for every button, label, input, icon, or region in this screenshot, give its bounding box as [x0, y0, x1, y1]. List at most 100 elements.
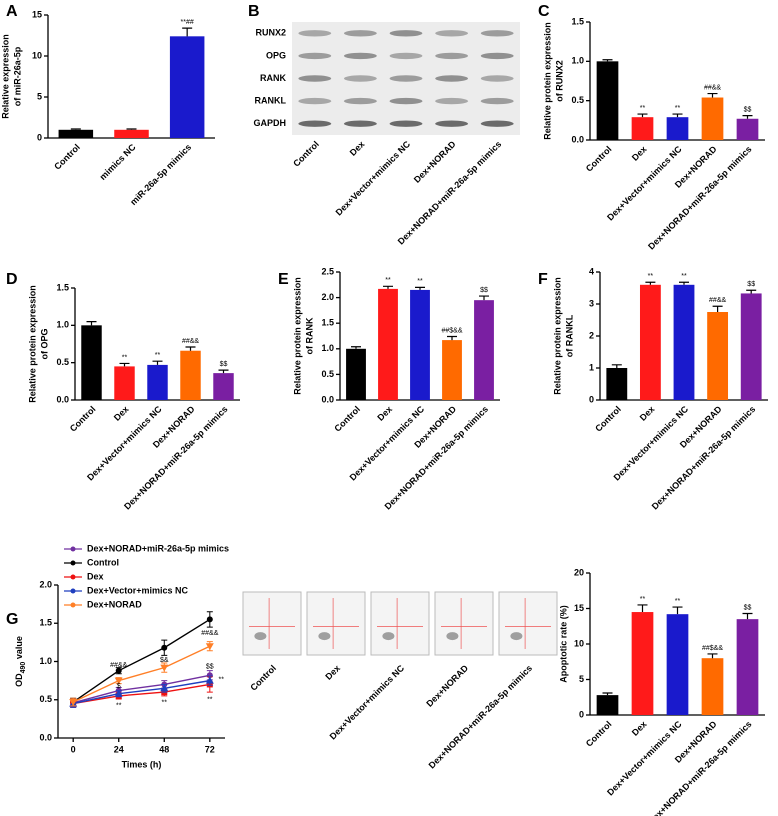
- panel-letter: E: [278, 271, 289, 288]
- cell-cluster: [510, 632, 523, 641]
- x-tick-label: miR-26a-5p mimics: [128, 142, 193, 207]
- y-tick-label: 2.0: [39, 579, 52, 589]
- annotation: $&: [160, 657, 169, 664]
- y-tick-label: 1.5: [571, 16, 584, 26]
- error-bar: [746, 289, 757, 294]
- row-label: RANKL: [255, 95, 287, 105]
- y-tick-label: 0.5: [56, 357, 69, 367]
- bar: [81, 325, 102, 400]
- y-tick-label: 0.0: [56, 394, 69, 404]
- y-axis-label: Relative protein expression: [552, 277, 562, 395]
- band: [389, 30, 423, 37]
- bar: [474, 300, 494, 400]
- band: [343, 75, 377, 82]
- marker: [160, 684, 169, 692]
- bar: [596, 695, 619, 715]
- annotation: $$: [747, 281, 755, 288]
- legend-label: Dex+NORAD+miR-26a-5p mimics: [87, 543, 229, 553]
- y-tick-label: 0.5: [321, 369, 334, 379]
- bar: [58, 129, 94, 138]
- annotation: **: [675, 105, 681, 112]
- legend-marker: [70, 546, 76, 552]
- band: [298, 75, 332, 82]
- series-line: [73, 674, 210, 704]
- annotation: $: [117, 683, 121, 690]
- error-bar: [742, 115, 753, 119]
- error-bar: [602, 59, 613, 62]
- band: [298, 97, 332, 105]
- x-tick-label: Dex+NORAD: [412, 139, 458, 185]
- legend-label: Control: [87, 557, 119, 567]
- band: [480, 75, 514, 82]
- row-label: RUNX2: [255, 28, 286, 38]
- y-axis-label: of RUNX2: [554, 60, 564, 102]
- bar: [378, 288, 398, 400]
- x-tick-label: Dex: [112, 404, 131, 423]
- error-bar: [479, 295, 489, 301]
- y-tick-label: 4: [589, 266, 594, 276]
- band: [343, 30, 377, 37]
- cell-cluster: [318, 632, 331, 641]
- annotation: $$: [480, 287, 488, 294]
- x-tick-label: Control: [584, 144, 614, 174]
- y-tick-label: 0: [579, 709, 584, 719]
- y-tick-label: 20: [574, 567, 584, 577]
- error-bar: [712, 305, 723, 312]
- annotation: ##&&: [704, 84, 721, 91]
- error-bar: [602, 692, 613, 696]
- flow-plot: [498, 591, 558, 656]
- error-bar: [742, 612, 753, 620]
- annotation: $$: [220, 361, 228, 368]
- annotation: **: [675, 598, 681, 605]
- band: [298, 30, 332, 37]
- annotation: ##&&: [709, 297, 726, 304]
- band: [435, 97, 469, 105]
- error-bar: [645, 281, 656, 285]
- y-tick-label: 0.5: [39, 694, 52, 704]
- x-tick-label: Control: [584, 719, 614, 749]
- annotation: $$: [744, 604, 752, 611]
- y-tick-label: 1.0: [39, 656, 52, 666]
- band: [298, 52, 332, 60]
- y-tick-label: 15: [32, 9, 42, 19]
- x-tick-label: Control: [68, 404, 98, 434]
- annotation: **: [155, 352, 161, 359]
- series-line: [72, 645, 211, 703]
- band: [480, 97, 514, 105]
- marker: [115, 667, 122, 674]
- error-bar: [383, 285, 393, 289]
- annotation: ##&&: [110, 662, 127, 669]
- y-tick-label: 3: [589, 298, 594, 308]
- y-tick-label: 2.0: [321, 292, 334, 302]
- error-bar: [637, 604, 648, 613]
- x-tick-label: Dex: [375, 404, 394, 423]
- annotation: ##$&&: [702, 645, 723, 652]
- annotation: ##$&&: [441, 327, 462, 334]
- row-label: OPG: [266, 50, 286, 60]
- flow-plot: [242, 591, 302, 656]
- flow-plot: [370, 591, 430, 656]
- x-tick-label: 24: [114, 744, 124, 754]
- bar: [673, 284, 695, 400]
- y-axis-label: of miR-26a-5p: [12, 46, 22, 106]
- legend-marker: [70, 602, 76, 608]
- annotation: **: [162, 700, 168, 707]
- band: [480, 52, 514, 60]
- y-label-sub: 490: [20, 662, 27, 674]
- x-tick-label: Dex: [323, 663, 342, 682]
- error-bar: [126, 128, 137, 130]
- marker: [160, 664, 169, 672]
- bar: [736, 118, 759, 140]
- y-tick-label: 15: [574, 603, 584, 613]
- y-tick-label: 0: [589, 394, 594, 404]
- y-tick-label: 0.5: [571, 95, 584, 105]
- y-tick-label: 0.0: [39, 732, 52, 742]
- annotation: ##&&: [182, 338, 199, 345]
- y-tick-label: 1: [589, 362, 594, 372]
- x-tick-label: Control: [332, 404, 362, 434]
- series-line: [72, 618, 211, 703]
- annotation: **: [207, 697, 213, 704]
- band: [389, 120, 423, 127]
- x-axis-label: Times (h): [122, 759, 162, 769]
- annotation: **: [640, 105, 646, 112]
